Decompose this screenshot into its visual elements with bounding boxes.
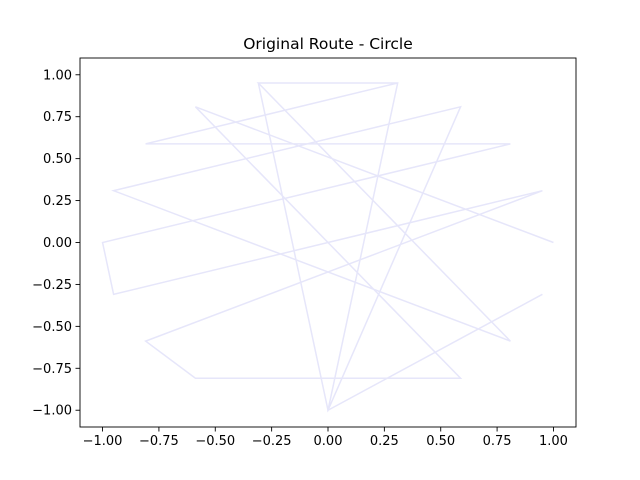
x-tick-label: −0.25 <box>252 434 292 449</box>
y-tick-label: 0.50 <box>43 152 72 167</box>
y-tick-label: 0.00 <box>43 236 72 251</box>
y-axis: −1.00 −0.75 −0.50 −0.25 0.00 0.25 0.50 0.75 1.00 <box>32 68 80 419</box>
x-tick-label: −0.50 <box>195 434 235 449</box>
y-tick-label: 0.25 <box>43 194 72 209</box>
y-tick-label: 0.75 <box>43 110 72 125</box>
x-axis: −1.00 −0.75 −0.50 −0.25 0.00 0.25 0.50 0.75 1.00 <box>83 427 568 449</box>
route-line-group <box>101 82 554 413</box>
x-tick-label: 0.25 <box>370 434 399 449</box>
x-tick-label: 0.00 <box>314 434 343 449</box>
x-tick-label: −1.00 <box>83 434 123 449</box>
route-series-line <box>101 82 554 413</box>
x-tick-label: 0.75 <box>483 434 512 449</box>
y-tick-label: −0.75 <box>32 362 72 377</box>
y-tick-label: −0.50 <box>32 320 72 335</box>
x-tick-label: 0.50 <box>426 434 455 449</box>
x-tick-label: 1.00 <box>539 434 568 449</box>
y-tick-label: −0.25 <box>32 278 72 293</box>
chart-title: Original Route - Circle <box>243 35 413 53</box>
x-tick-label: −0.75 <box>139 434 179 449</box>
y-tick-label: 1.00 <box>43 68 72 83</box>
plot-frame <box>79 57 577 428</box>
y-tick-label: −1.00 <box>32 404 72 419</box>
